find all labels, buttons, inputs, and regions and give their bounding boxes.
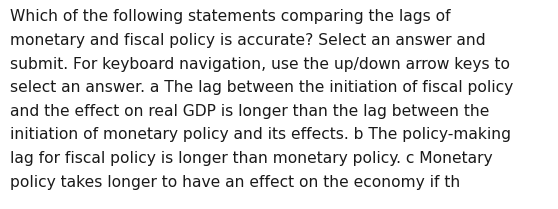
- Text: submit. For keyboard navigation, use the up/down arrow keys to: submit. For keyboard navigation, use the…: [10, 57, 510, 72]
- Text: and the effect on real GDP is longer than the lag between the: and the effect on real GDP is longer tha…: [10, 104, 489, 119]
- Text: select an answer. a The lag between the initiation of fiscal policy: select an answer. a The lag between the …: [10, 80, 513, 95]
- Text: lag for fiscal policy is longer than monetary policy. c Monetary: lag for fiscal policy is longer than mon…: [10, 151, 493, 166]
- Text: policy takes longer to have an effect on the economy if th: policy takes longer to have an effect on…: [10, 175, 460, 190]
- Text: Which of the following statements comparing the lags of: Which of the following statements compar…: [10, 9, 451, 24]
- Text: monetary and fiscal policy is accurate? Select an answer and: monetary and fiscal policy is accurate? …: [10, 33, 485, 48]
- Text: initiation of monetary policy and its effects. b The policy-making: initiation of monetary policy and its ef…: [10, 127, 511, 143]
